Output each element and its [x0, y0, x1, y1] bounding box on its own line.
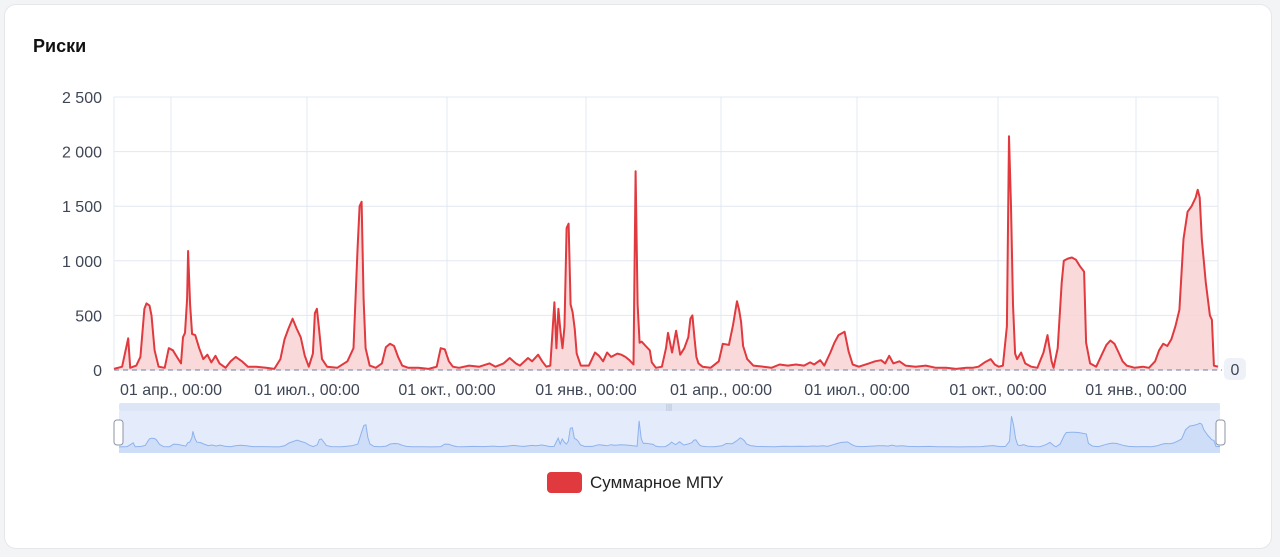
navigator-right-handle[interactable] [1215, 419, 1226, 446]
x-tick-label: 01 янв., 00:00 [1085, 382, 1187, 399]
x-tick-label: 01 окт., 00:00 [949, 382, 1046, 399]
x-tick-label: 01 апр., 00:00 [120, 382, 222, 399]
x-tick-label: 01 янв., 00:00 [535, 382, 637, 399]
navigator-scroll-bar[interactable] [119, 403, 1220, 411]
y-tick-label: 1 500 [62, 199, 102, 216]
last-value-label: 0 [1231, 362, 1240, 379]
y-tick-label: 1 000 [62, 254, 102, 271]
navigator-left-handle[interactable] [113, 419, 124, 446]
x-tick-label: 01 окт., 00:00 [398, 382, 495, 399]
x-tick-label: 01 июл., 00:00 [254, 382, 360, 399]
range-navigator[interactable]: ||| [113, 403, 1226, 453]
navigator-line [118, 416, 1221, 448]
x-tick-label: 01 апр., 00:00 [670, 382, 772, 399]
y-tick-label: 500 [75, 308, 102, 325]
y-tick-label: 2 000 [62, 145, 102, 162]
y-tick-label: 0 [93, 363, 102, 380]
series-area-fill [114, 136, 1218, 370]
x-axis-ticks: 01 апр., 00:00 01 июл., 00:00 01 окт., 00:… [120, 382, 1187, 399]
chart-legend[interactable]: Суммарное МПУ [547, 472, 723, 493]
y-axis-ticks: 0 500 1 000 1 500 2 000 2 500 [62, 90, 102, 380]
last-value-badge: 0 [1224, 358, 1246, 380]
card-title: Риски [33, 36, 87, 56]
series-line[interactable] [113, 135, 1219, 370]
legend-series-label[interactable]: Суммарное МПУ [590, 472, 724, 492]
y-tick-label: 2 500 [62, 90, 102, 107]
navigator-grip-icon[interactable]: ||| [666, 403, 672, 412]
legend-swatch[interactable] [547, 472, 582, 493]
x-tick-label: 01 июл., 00:00 [804, 382, 910, 399]
chart-grid [113, 96, 1219, 371]
